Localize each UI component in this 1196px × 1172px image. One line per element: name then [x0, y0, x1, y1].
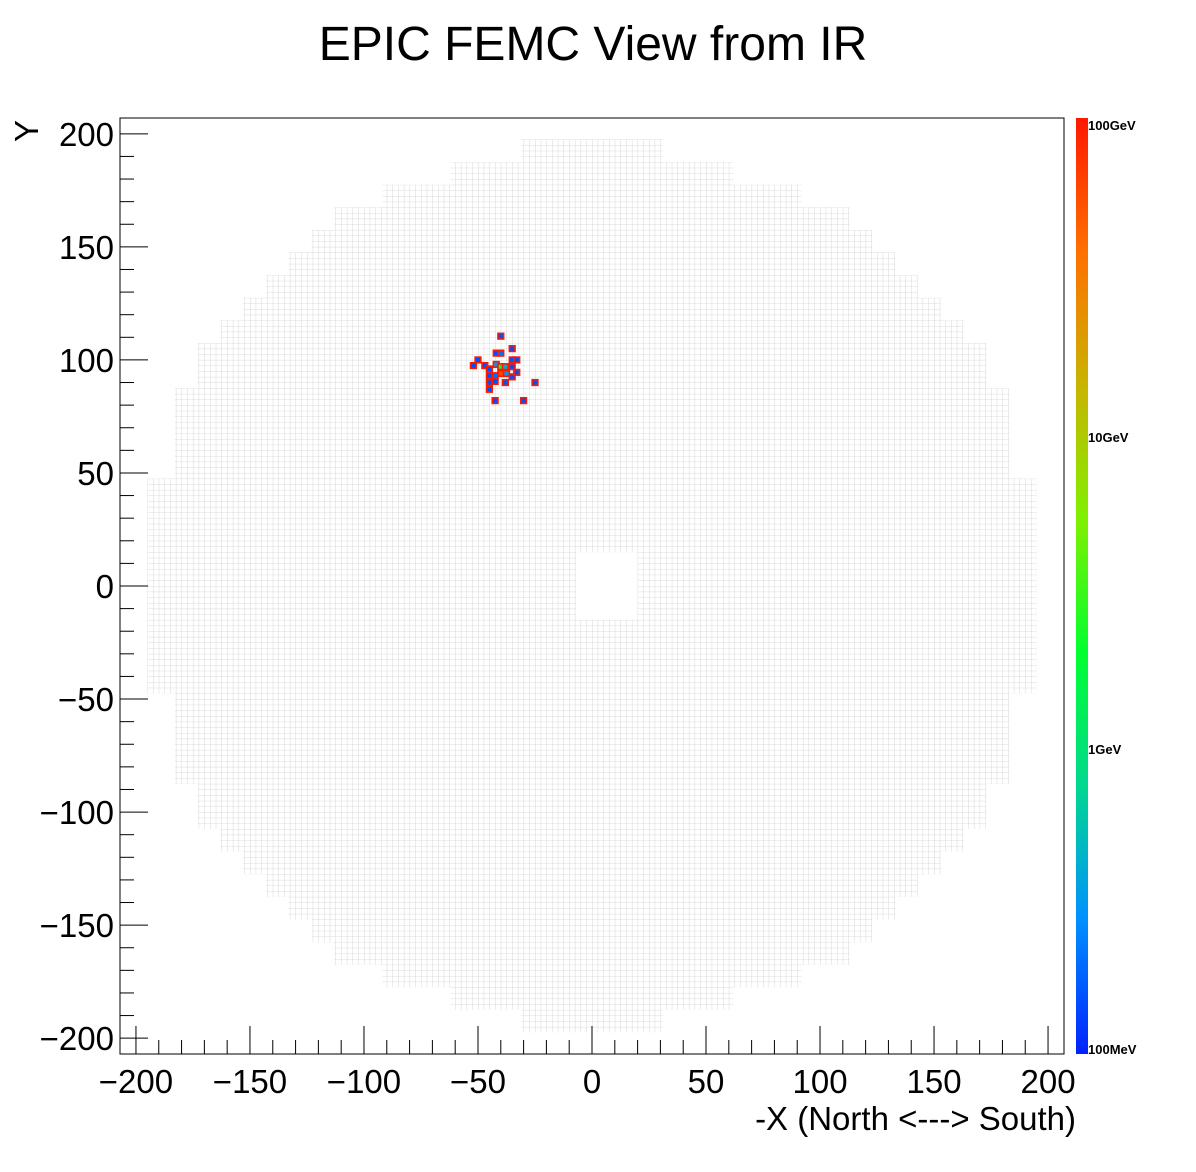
x-tick-label: −100: [327, 1063, 401, 1100]
x-tick-label: 100: [792, 1063, 847, 1100]
x-tick-label: −200: [99, 1063, 173, 1100]
hit-cell: [491, 372, 499, 380]
hit-cell: [501, 378, 510, 387]
hit-cell: [497, 369, 505, 378]
energy-deposit-hits: [469, 332, 539, 405]
x-axis-label: -X (North <---> South): [755, 1100, 1076, 1137]
y-tick-label: 200: [59, 116, 114, 153]
hit-cell: [485, 378, 494, 387]
hit-cell: [497, 332, 505, 340]
hit-cell: [508, 373, 516, 381]
hit-cell: [502, 369, 511, 378]
chart-title: EPIC FEMC View from IR: [319, 18, 868, 71]
color-scale-label: 100MeV: [1088, 1042, 1137, 1057]
y-tick-label: −150: [40, 907, 114, 944]
color-scale-label: 10GeV: [1088, 430, 1129, 445]
hit-cell: [513, 368, 521, 376]
y-axis-label: Y: [8, 120, 45, 142]
hit-cell: [508, 363, 516, 371]
y-tick-label: 50: [77, 455, 114, 492]
hit-cell: [491, 396, 499, 405]
axis-ticks: −200 −150 −100 −50 0 50 100 150 200 −200 −150 −100 −…: [40, 116, 1076, 1100]
hit-cell: [469, 361, 478, 370]
hit-cell: [474, 356, 482, 364]
x-tick-label: −150: [213, 1063, 287, 1100]
x-tick-label: 50: [688, 1063, 725, 1100]
hit-cell: [519, 396, 528, 405]
color-scale-gradient: [1076, 118, 1088, 1054]
hit-cell: [531, 378, 539, 387]
y-tick-label: 0: [96, 568, 114, 605]
y-tick-label: −200: [40, 1020, 114, 1057]
hit-cell: [508, 344, 516, 353]
y-tick-label: −50: [58, 681, 114, 718]
y-tick-label: 100: [59, 342, 114, 379]
y-tick-label: 150: [59, 229, 114, 266]
hit-cell: [513, 356, 521, 364]
hit-cell: [497, 349, 505, 357]
color-scale-label: 100GeV: [1088, 118, 1136, 133]
x-tick-label: 150: [906, 1063, 961, 1100]
x-tick-label: 200: [1021, 1063, 1076, 1100]
beam-pipe-hole: [576, 552, 638, 620]
color-scale-bar: 100GeV 10GeV 1GeV 100MeV: [1076, 118, 1137, 1057]
x-tick-label: 0: [583, 1063, 601, 1100]
hit-cell: [485, 372, 494, 380]
y-tick-label: −100: [40, 794, 114, 831]
color-scale-labels: 100GeV 10GeV 1GeV 100MeV: [1088, 118, 1137, 1057]
color-scale-label: 1GeV: [1088, 742, 1122, 757]
hit-cell: [501, 363, 510, 371]
hit-cell: [485, 365, 494, 373]
hit-cell: [491, 377, 499, 386]
hit-cell: [485, 385, 494, 393]
detector-cell-grid: [147, 139, 1037, 1033]
x-tick-label: −50: [450, 1063, 506, 1100]
